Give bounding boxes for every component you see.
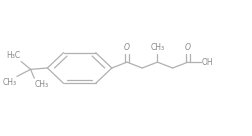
Text: H₃C: H₃C [6,51,20,60]
Text: CH₃: CH₃ [150,43,164,52]
Text: CH₃: CH₃ [35,80,49,89]
Text: CH₃: CH₃ [2,78,16,87]
Text: O: O [184,43,190,52]
Text: OH: OH [201,58,212,67]
Text: O: O [123,43,130,52]
